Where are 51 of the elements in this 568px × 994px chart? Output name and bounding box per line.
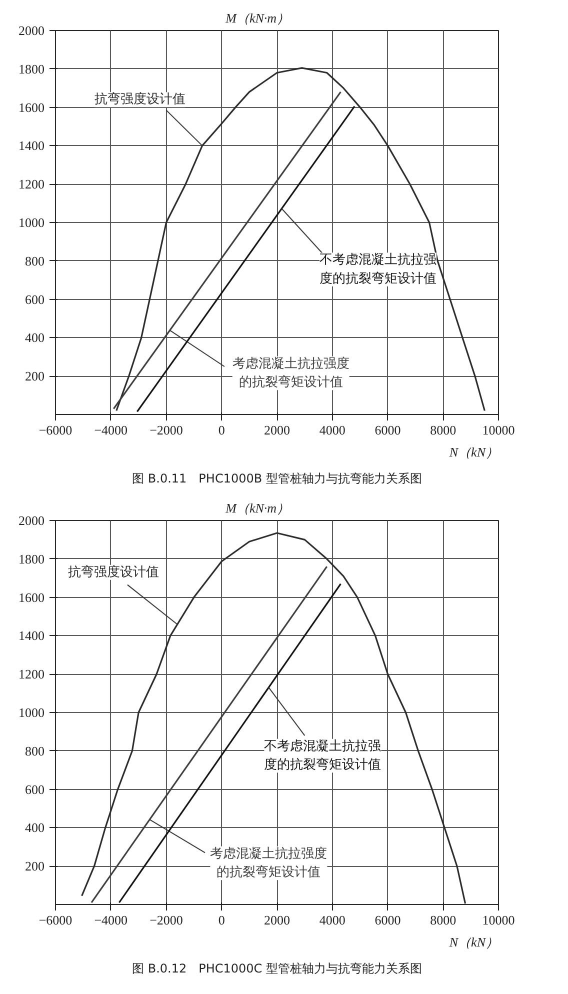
- x-tick-label: 6000: [374, 422, 401, 438]
- y-tick-label: 600: [25, 782, 44, 797]
- y-tick-label: 1200: [18, 666, 44, 682]
- x-tick-label: −6000: [38, 912, 72, 928]
- y-tick-label: 1800: [18, 551, 44, 566]
- text: 图 B.0.12 PHC1000C 型管桩轴力与抗弯能力关系图: [132, 962, 422, 976]
- y-tick-label: 2000: [18, 23, 44, 38]
- text: 抗弯强度设计值: [94, 91, 186, 108]
- line-series: [81, 532, 466, 904]
- y-tick-label: 200: [25, 858, 44, 874]
- x-tick-label: 8000: [430, 422, 456, 438]
- text: 图 B.0.11 PHC1000B 型管桩轴力与抗弯能力关系图: [132, 472, 422, 486]
- text: 考虑混凝土抗拉强度的抗裂弯矩设计值: [232, 355, 350, 390]
- text: 考虑混凝土抗拉强度的抗裂弯矩设计值: [210, 845, 328, 880]
- y-tick-label: 1400: [18, 138, 44, 154]
- y-tick-label: 400: [25, 820, 44, 836]
- y-tick-label: 2000: [18, 513, 44, 528]
- x-tick-label: −2000: [150, 422, 183, 438]
- x-tick-label: 2000: [264, 912, 290, 928]
- x-tick-label: −6000: [38, 422, 72, 438]
- y-tick-label: 1600: [18, 590, 44, 605]
- y-axis-title: M（kN·m）: [224, 10, 290, 26]
- x-tick-label: −4000: [94, 422, 128, 438]
- x-axis-title: N（kN）: [448, 444, 499, 460]
- x-tick-label: 4000: [319, 912, 346, 928]
- y-tick-label: 1000: [18, 705, 44, 720]
- x-tick-label: 10000: [482, 422, 515, 438]
- y-tick-label: 400: [25, 330, 44, 346]
- y-axis-title: M（kN·m）: [224, 500, 290, 516]
- x-tick-label: −2000: [150, 912, 183, 928]
- x-tick-label: 10000: [482, 912, 515, 928]
- x-tick-label: −4000: [94, 912, 128, 928]
- y-tick-label: 1000: [18, 215, 44, 230]
- y-tick-label: 1800: [18, 61, 44, 76]
- x-tick-label: 6000: [374, 912, 401, 928]
- y-tick-label: 1200: [18, 176, 44, 192]
- y-tick-label: 200: [25, 368, 44, 384]
- text: 不考虑混凝土抗拉强度的抗裂弯矩设计值: [320, 252, 437, 286]
- y-tick-label: 800: [25, 743, 44, 758]
- y-tick-label: 600: [25, 292, 44, 307]
- y-tick-label: 1400: [18, 628, 44, 644]
- y-tick-label: 1600: [18, 100, 44, 115]
- text: 抗弯强度设计值: [68, 564, 160, 580]
- x-tick-label: 4000: [319, 422, 346, 438]
- x-tick-label: 8000: [430, 912, 456, 928]
- x-axis-title: N（kN）: [448, 934, 499, 950]
- x-tick-label: 0: [218, 422, 225, 438]
- y-tick-label: 800: [25, 253, 44, 268]
- series-label: 不考虑混凝土抗拉强度的抗裂弯矩设计值: [264, 738, 382, 773]
- x-tick-label: 0: [218, 912, 225, 928]
- x-tick-label: 2000: [264, 422, 290, 438]
